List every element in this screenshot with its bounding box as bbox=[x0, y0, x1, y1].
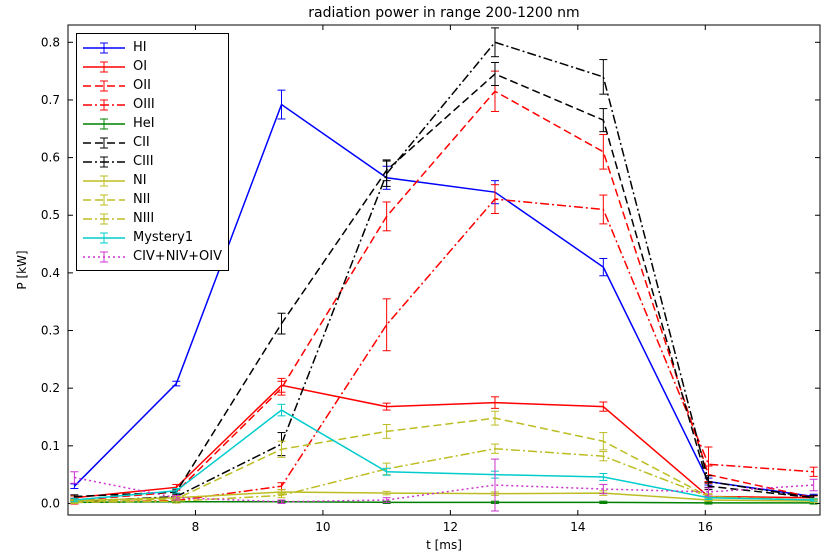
legend-item-ciii: CIII bbox=[83, 152, 222, 171]
legend-swatch bbox=[83, 173, 125, 189]
legend-swatch bbox=[83, 97, 125, 113]
x-tick-label: 10 bbox=[315, 520, 330, 534]
chart-title: radiation power in range 200-1200 nm bbox=[308, 5, 579, 21]
y-tick-label: 0.6 bbox=[41, 151, 60, 165]
x-axis-label: t [ms] bbox=[426, 538, 462, 552]
y-tick-label: 0.8 bbox=[41, 35, 60, 49]
legend-swatch bbox=[83, 249, 125, 265]
legend-item-oi: OI bbox=[83, 57, 222, 76]
legend-swatch bbox=[83, 78, 125, 94]
legend-item-ni: NI bbox=[83, 171, 222, 190]
legend-swatch bbox=[83, 230, 125, 246]
legend: HI OI OII OIII HeI CII CIII NI NII NIII Mystery1 CI… bbox=[76, 33, 229, 271]
legend-label: CIII bbox=[133, 154, 154, 169]
legend-label: Mystery1 bbox=[133, 230, 193, 245]
legend-item-hei: HeI bbox=[83, 114, 222, 133]
legend-label: NII bbox=[133, 192, 150, 207]
y-tick-label: 0.2 bbox=[41, 381, 60, 395]
series-line-civ-niv-oiv bbox=[74, 478, 813, 502]
series-line-nii bbox=[74, 418, 813, 502]
legend-item-niii: NIII bbox=[83, 209, 222, 228]
y-tick-label: 0.4 bbox=[41, 266, 60, 280]
legend-item-civ-niv-oiv: CIV+NIV+OIV bbox=[83, 247, 222, 266]
y-tick-label: 0.1 bbox=[41, 439, 60, 453]
legend-swatch bbox=[83, 211, 125, 227]
legend-swatch bbox=[83, 135, 125, 151]
x-tick-label: 16 bbox=[698, 520, 713, 534]
x-tick-label: 12 bbox=[443, 520, 458, 534]
legend-item-nii: NII bbox=[83, 190, 222, 209]
legend-swatch bbox=[83, 192, 125, 208]
x-tick-label: 14 bbox=[570, 520, 585, 534]
y-tick-label: 0.0 bbox=[41, 496, 60, 510]
chart-container: 8 10 12 14 16 0.0 0.1 0.2 0.3 0.4 0.5 0.6 0.7 0.8 t [m… bbox=[0, 0, 837, 552]
legend-label: OII bbox=[133, 78, 151, 93]
legend-label: HI bbox=[133, 40, 147, 55]
legend-item-mystery1: Mystery1 bbox=[83, 228, 222, 247]
legend-label: HeI bbox=[133, 116, 155, 131]
legend-item-hi: HI bbox=[83, 38, 222, 57]
legend-item-oii: OII bbox=[83, 76, 222, 95]
y-axis-label: P [kW] bbox=[15, 250, 29, 289]
y-tick-label: 0.5 bbox=[41, 208, 60, 222]
legend-swatch bbox=[83, 154, 125, 170]
legend-label: CIV+NIV+OIV bbox=[133, 249, 222, 264]
legend-label: CII bbox=[133, 135, 150, 150]
legend-label: NIII bbox=[133, 211, 154, 226]
legend-swatch bbox=[83, 59, 125, 75]
legend-item-oiii: OIII bbox=[83, 95, 222, 114]
x-tick-label: 8 bbox=[192, 520, 200, 534]
legend-label: NI bbox=[133, 173, 147, 188]
legend-swatch bbox=[83, 116, 125, 132]
series-line-hei bbox=[74, 502, 813, 503]
legend-label: OIII bbox=[133, 97, 155, 112]
y-tick-label: 0.7 bbox=[41, 93, 60, 107]
y-tick-label: 0.3 bbox=[41, 324, 60, 338]
legend-swatch bbox=[83, 40, 125, 56]
series-line-oi bbox=[74, 385, 813, 497]
legend-item-cii: CII bbox=[83, 133, 222, 152]
legend-label: OI bbox=[133, 59, 147, 74]
